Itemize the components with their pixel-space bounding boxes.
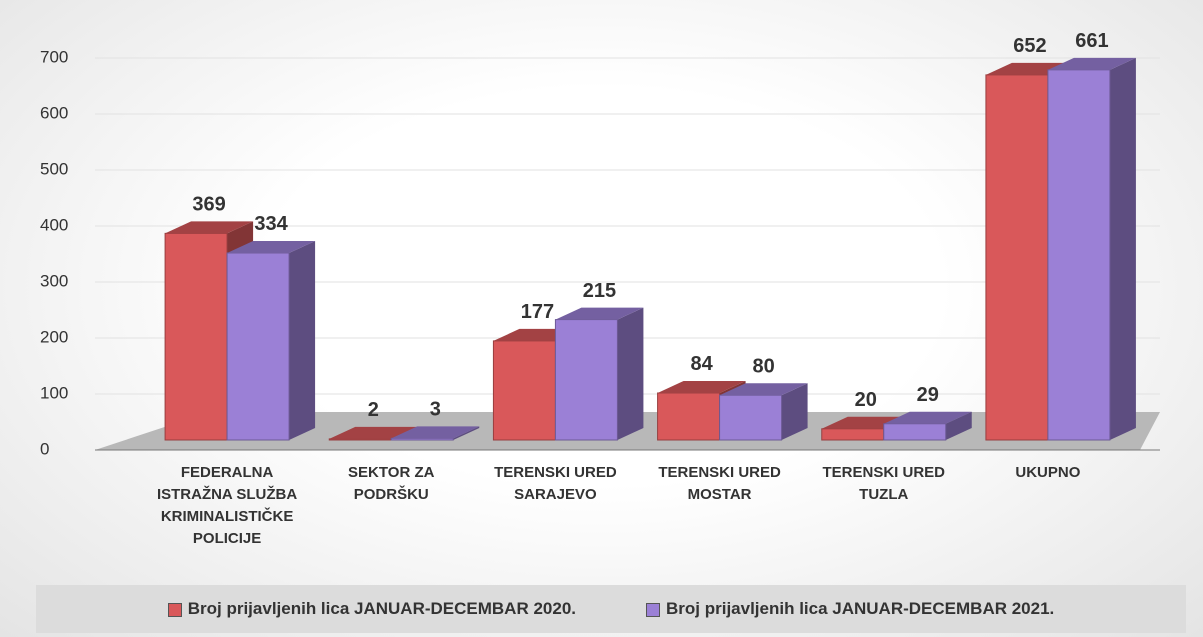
y-tick-label: 700 bbox=[40, 47, 68, 66]
bar-top bbox=[883, 411, 972, 424]
bar-side bbox=[617, 307, 644, 440]
bar-front bbox=[719, 394, 783, 441]
bar-top bbox=[227, 240, 316, 253]
bar-front bbox=[985, 74, 1049, 441]
legend-item: Broj prijavljenih lica JANUAR-DECEMBAR 2… bbox=[167, 599, 576, 619]
x-tick-label: SEKTOR ZA PODRŠKU bbox=[348, 464, 435, 503]
bar-top bbox=[657, 380, 746, 393]
legend-label: Broj prijavljenih lica JANUAR-DECEMBAR 2… bbox=[187, 599, 576, 618]
x-tick-label: TERENSKI URED SARAJEVO bbox=[494, 464, 617, 503]
value-label: 369 bbox=[192, 194, 225, 216]
bar bbox=[883, 411, 972, 441]
value-label: 3 bbox=[430, 399, 441, 421]
y-tick-label: 300 bbox=[40, 271, 68, 290]
x-tick-label: UKUPNO bbox=[1015, 464, 1081, 481]
bar-top bbox=[165, 221, 254, 234]
bar-front bbox=[492, 340, 556, 441]
bar-top bbox=[719, 383, 808, 396]
x-tick-label: TERENSKI URED MOSTAR bbox=[658, 464, 781, 503]
value-label: 2 bbox=[368, 399, 379, 421]
bar-front bbox=[821, 428, 885, 441]
bar-top bbox=[1047, 57, 1136, 70]
value-label: 80 bbox=[752, 355, 774, 377]
x-tick-label: FEDERALNA ISTRAŽNA SLUŽBA KRIMINALISTIČK… bbox=[156, 464, 298, 547]
bar bbox=[719, 383, 808, 441]
value-label: 215 bbox=[583, 280, 616, 302]
y-tick-label: 600 bbox=[40, 103, 68, 122]
y-tick-label: 100 bbox=[40, 383, 68, 402]
y-tick-label: 500 bbox=[40, 159, 68, 178]
bar-front bbox=[554, 319, 618, 441]
value-label: 334 bbox=[254, 213, 288, 235]
legend-swatch bbox=[646, 602, 660, 617]
bar bbox=[1047, 57, 1136, 441]
legend: Broj prijavljenih lica JANUAR-DECEMBAR 2… bbox=[36, 585, 1186, 633]
bar bbox=[554, 307, 644, 441]
bar-front bbox=[164, 232, 228, 441]
bar-side bbox=[289, 240, 316, 440]
legend-swatch bbox=[167, 602, 182, 617]
bar-side bbox=[453, 426, 480, 440]
bar-top bbox=[391, 426, 480, 439]
value-label: 84 bbox=[690, 353, 713, 375]
value-label: 661 bbox=[1075, 30, 1108, 52]
value-label: 177 bbox=[521, 301, 554, 323]
bar-side bbox=[1109, 57, 1136, 441]
bar-front bbox=[390, 437, 454, 441]
value-label: 20 bbox=[855, 389, 877, 411]
bar-front bbox=[328, 438, 392, 441]
bar-side bbox=[781, 383, 808, 440]
bar-front bbox=[883, 423, 947, 441]
bar bbox=[226, 240, 316, 441]
bar-top bbox=[329, 426, 418, 439]
bar bbox=[390, 426, 480, 441]
bar-side bbox=[945, 411, 972, 440]
bar-top bbox=[555, 307, 644, 320]
bar-front bbox=[657, 392, 721, 441]
bar-front bbox=[226, 252, 290, 441]
y-tick-label: 400 bbox=[40, 215, 68, 234]
bar-front bbox=[1047, 69, 1111, 441]
y-tick-label: 0 bbox=[40, 439, 49, 458]
legend-item: Broj prijavljenih lica JANUAR-DECEMBAR 2… bbox=[646, 599, 1054, 619]
value-label: 652 bbox=[1013, 35, 1046, 57]
y-tick-label: 200 bbox=[40, 327, 68, 346]
value-label: 29 bbox=[917, 384, 939, 406]
legend-label: Broj prijavljenih lica JANUAR-DECEMBAR 2… bbox=[666, 599, 1055, 618]
x-tick-label: TERENSKI URED TUZLA bbox=[822, 464, 945, 503]
